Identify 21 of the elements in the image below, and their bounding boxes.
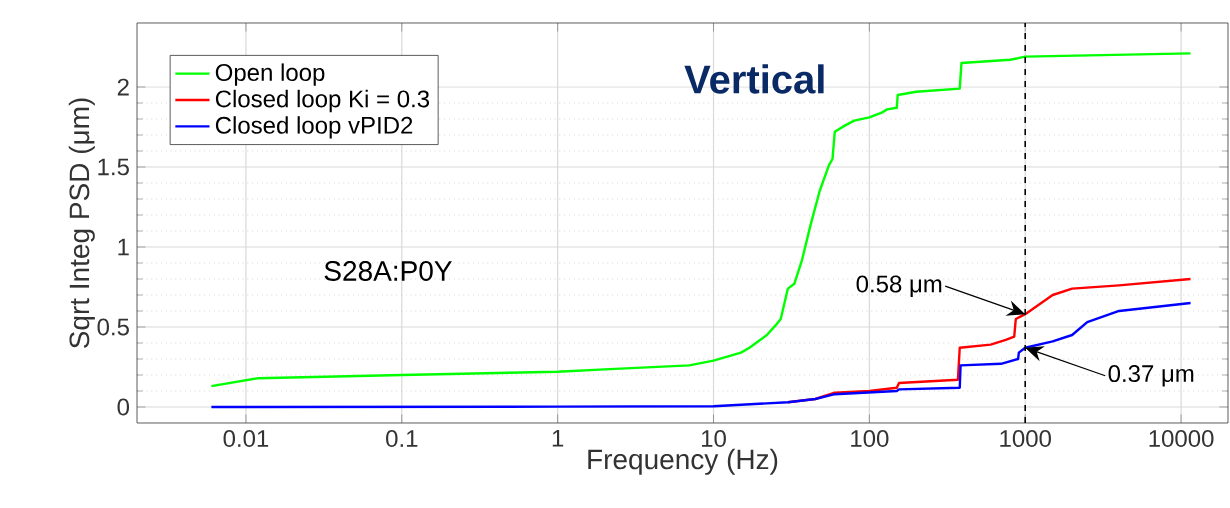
annotation: S28A:P0Y — [324, 261, 452, 281]
x-tick-label: 1000 — [1000, 430, 1051, 448]
y-tick-label: 0.5 — [97, 318, 129, 336]
y-tick-label: 0 — [117, 398, 130, 416]
legend-label: Closed loop Ki = 0.3 — [215, 89, 430, 113]
annotation: 0.58 μm — [856, 275, 942, 297]
text: Vertical — [684, 64, 824, 94]
x-axis-title: Frequency (Hz) — [588, 448, 778, 475]
legend-label: Open loop — [215, 63, 325, 86]
y-tick-label: 2 — [117, 78, 129, 96]
x-tick-label: 1 — [552, 430, 564, 447]
y-tick-label: 1.5 — [98, 158, 129, 176]
annotation: 0.37 μm — [1108, 365, 1194, 387]
x-tick-label: 0.01 — [223, 430, 269, 448]
x-tick-label: 0.1 — [386, 430, 418, 448]
legend-label: Closed loop vPID2 — [215, 116, 413, 139]
x-tick-label: 100 — [851, 430, 889, 448]
x-tick-label: 10000 — [1149, 430, 1214, 448]
x-tick-label: 10 — [701, 430, 726, 448]
y-tick-label: 1 — [118, 238, 129, 256]
y-axis-title: Sqrt Integ PSD (μm) — [68, 98, 95, 349]
